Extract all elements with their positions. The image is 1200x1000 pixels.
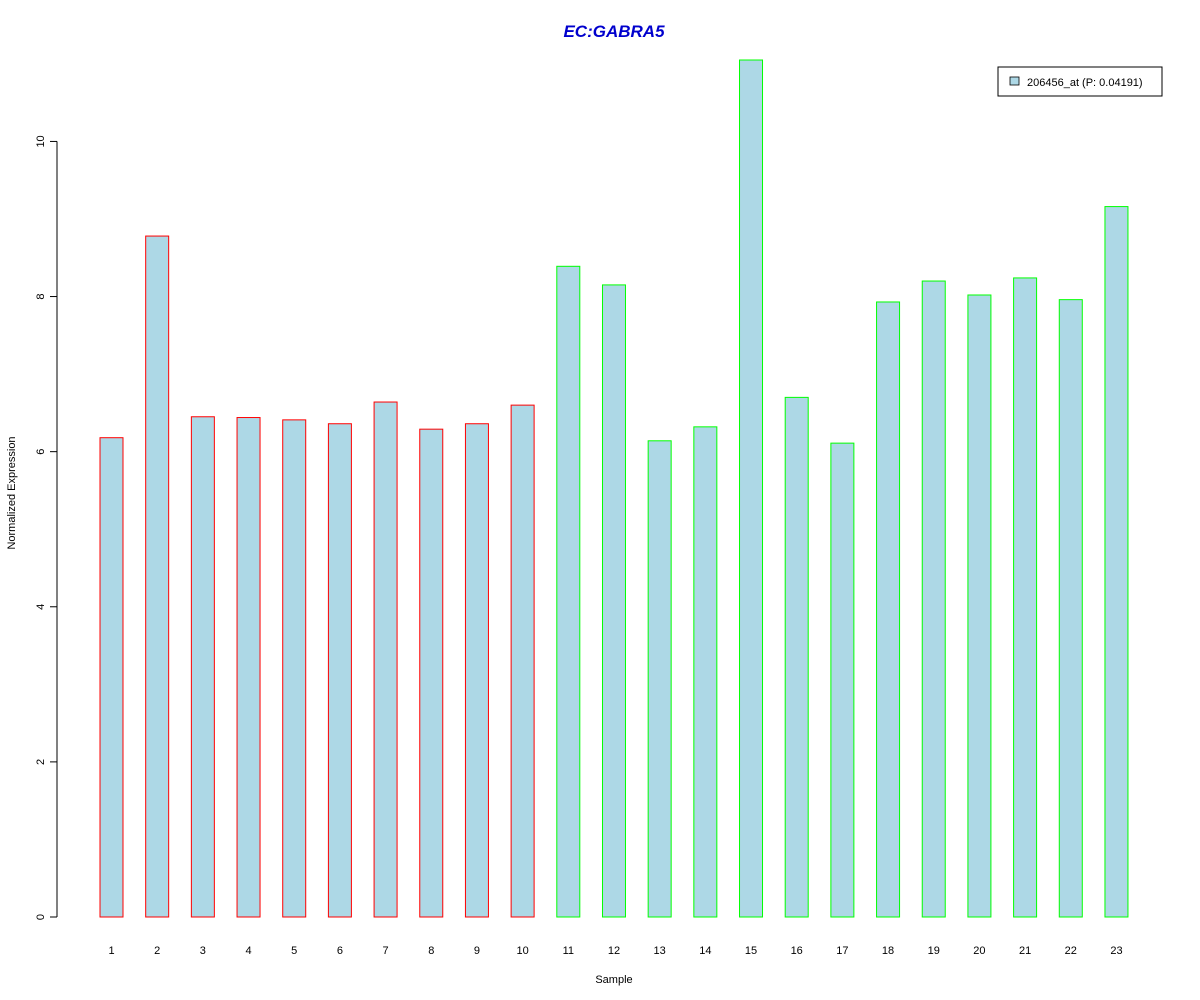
bar-sample-11 [557,266,580,917]
bar-sample-4 [237,418,260,917]
x-tick-label: 19 [928,945,940,957]
bar-sample-23 [1105,207,1128,917]
y-tick-label: 4 [35,604,47,610]
x-tick-label: 11 [563,945,574,957]
bar-sample-2 [146,236,169,917]
bar-sample-17 [831,443,854,917]
bars-group [100,60,1128,917]
x-tick-label: 4 [245,945,251,957]
y-axis-label: Normalized Expression [6,436,18,549]
x-tick-label: 2 [154,945,160,957]
bar-sample-16 [785,397,808,917]
chart-title: EC:GABRA5 [563,22,665,41]
bar-sample-18 [877,302,900,917]
x-tick-label: 15 [745,945,757,957]
bar-sample-19 [922,281,945,917]
x-tick-label: 22 [1065,945,1077,957]
y-tick-label: 8 [35,293,47,299]
x-tick-labels: 1 2 3 4 5 6 7 8 9 10 11 12 13 14 15 16 17 18 19 20 21 22 23 [108,945,1122,957]
x-tick-label: 21 [1019,945,1031,957]
x-tick-label: 10 [516,945,528,957]
bar-sample-10 [511,405,534,917]
x-tick-label: 8 [428,945,434,957]
legend-swatch [1010,77,1019,85]
bar-sample-1 [100,438,123,917]
bar-sample-12 [602,285,625,917]
x-tick-label: 16 [791,945,803,957]
x-tick-label: 13 [654,945,666,957]
x-tick-label: 3 [200,945,206,957]
x-tick-label: 17 [836,945,848,957]
bar-sample-20 [968,295,991,917]
x-tick-label: 6 [337,945,343,957]
bar-sample-9 [465,424,488,917]
bar-sample-22 [1059,300,1082,917]
x-tick-label: 9 [474,945,480,957]
bar-sample-7 [374,402,397,917]
y-tick-label: 2 [35,759,47,765]
bar-sample-15 [740,60,763,917]
x-tick-label: 12 [608,945,620,957]
x-tick-label: 5 [291,945,297,957]
bar-sample-13 [648,441,671,917]
x-tick-label: 14 [699,945,711,957]
x-tick-label: 23 [1110,945,1122,957]
bar-sample-3 [191,417,214,917]
legend-label: 206456_at (P: 0.04191) [1027,77,1143,89]
x-tick-label: 7 [383,945,389,957]
y-tick-label: 10 [35,135,47,147]
y-tick-label: 0 [35,914,47,920]
x-tick-label: 1 [108,945,114,957]
x-tick-label: 18 [882,945,894,957]
legend: 206456_at (P: 0.04191) [998,67,1162,96]
y-tick-label: 6 [35,449,47,455]
bar-sample-6 [328,424,351,917]
bar-sample-5 [283,420,306,917]
y-axis: 0 2 4 6 8 10 [35,135,57,920]
bar-sample-21 [1014,278,1037,917]
x-tick-label: 20 [973,945,985,957]
bar-sample-14 [694,427,717,917]
bar-sample-8 [420,429,443,917]
x-axis-label: Sample [595,974,632,986]
